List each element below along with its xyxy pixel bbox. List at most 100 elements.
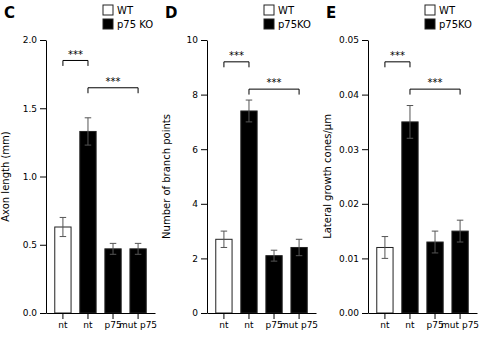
y-tick: 0.0 — [23, 308, 46, 318]
y-tick-mark — [40, 108, 46, 109]
panel: 0.000.010.020.030.040.05ntntp75mut p75La… — [322, 4, 479, 330]
x-tick: nt — [405, 313, 415, 330]
x-tick-label: nt — [58, 320, 68, 330]
y-tick-label: 0.00 — [339, 308, 359, 318]
error-bar-line — [246, 100, 253, 101]
y-tick-label: 0.03 — [339, 145, 359, 155]
y-tick: 0.01 — [339, 254, 368, 264]
x-tick-label: mut p75 — [441, 320, 479, 330]
error-bar-line — [457, 220, 464, 221]
y-tick-mark — [40, 40, 46, 41]
bar — [105, 249, 121, 313]
error-bar-line — [382, 258, 389, 259]
y-tick-label: 6 — [192, 145, 198, 155]
legend-label: p75 KO — [117, 19, 153, 30]
error-bar — [85, 118, 92, 145]
x-tick-label: nt — [83, 320, 93, 330]
y-axis-title: Axon length (mm) — [0, 131, 11, 222]
panel-title: C — [4, 4, 15, 22]
y-tick-mark — [362, 204, 368, 205]
y-tick-mark — [201, 95, 207, 96]
legend-item: WT — [425, 5, 456, 16]
y-tick-label: 0.02 — [339, 199, 359, 209]
error-bar — [432, 231, 439, 253]
bar — [402, 122, 418, 313]
plot-area: 0.00.51.01.52.0ntntp75mut p75Axon length… — [0, 35, 157, 330]
error-bar-line — [60, 217, 67, 218]
y-tick-label: 8 — [192, 90, 198, 100]
y-tick-mark — [362, 258, 368, 259]
error-bar-line — [246, 121, 253, 122]
y-tick-label: 10 — [187, 35, 199, 45]
error-bar-line — [248, 100, 249, 122]
significance-label: *** — [106, 76, 121, 87]
x-tick-mark — [223, 313, 224, 319]
error-bar-line — [407, 138, 414, 139]
error-bar-line — [110, 243, 117, 244]
legend: WT p75KO — [264, 5, 311, 30]
bar — [130, 249, 146, 313]
y-tick-mark — [362, 313, 368, 314]
bar — [266, 256, 282, 313]
significance-label: *** — [68, 49, 83, 60]
y-tick: 6 — [192, 145, 207, 155]
error-bar-line — [60, 236, 67, 237]
error-bar-line — [221, 231, 228, 232]
y-tick: 1.0 — [23, 172, 46, 182]
error-bar-line — [110, 254, 117, 255]
error-bar-line — [382, 236, 389, 237]
legend-label: WT — [117, 5, 134, 16]
y-tick-label: 2 — [192, 254, 198, 264]
error-bar-line — [221, 247, 228, 248]
error-bar — [382, 237, 389, 259]
legend-item: p75KO — [425, 19, 472, 30]
y-tick-mark — [201, 204, 207, 205]
x-tick: nt — [58, 313, 68, 330]
legend-swatch — [103, 5, 113, 15]
error-bar-line — [432, 252, 439, 253]
legend-item: p75KO — [264, 19, 311, 30]
y-tick-label: 0.5 — [23, 240, 37, 250]
panel-title: D — [165, 4, 177, 22]
legend-label: WT — [278, 5, 295, 16]
error-bar-line — [457, 242, 464, 243]
x-tick: mut p75 — [280, 313, 318, 330]
y-tick-label: 1.0 — [23, 172, 38, 182]
error-bar-line — [135, 243, 142, 244]
x-tick-mark — [62, 313, 63, 319]
bar — [216, 239, 232, 313]
error-bar — [60, 217, 67, 236]
x-tick-mark — [409, 313, 410, 319]
y-tick: 1.5 — [23, 104, 46, 114]
y-tick-label: 0.0 — [23, 308, 38, 318]
error-bar-line — [113, 243, 114, 254]
legend-swatch — [103, 19, 113, 29]
bar — [80, 131, 96, 313]
panel: 0.00.51.01.52.0ntntp75mut p75Axon length… — [0, 4, 157, 330]
x-tick-mark — [138, 313, 139, 319]
y-tick: 0.03 — [339, 145, 368, 155]
significance-label: *** — [390, 50, 405, 61]
error-bar-line — [223, 231, 224, 247]
error-bar-line — [135, 254, 142, 255]
y-tick: 4 — [192, 199, 207, 209]
y-tick-label: 0.01 — [339, 254, 359, 264]
error-bar-line — [271, 250, 278, 251]
legend: WT p75KO — [425, 5, 472, 30]
y-tick-mark — [201, 40, 207, 41]
y-axis-title: Number of branch points — [161, 114, 172, 239]
y-tick-mark — [362, 149, 368, 150]
x-axis: ntntp75mut p75 — [369, 313, 480, 330]
legend-label: p75KO — [278, 19, 311, 30]
x-tick-mark — [248, 313, 249, 319]
significance-bracket — [88, 88, 138, 93]
x-tick-label: nt — [244, 320, 254, 330]
x-tick-mark — [435, 313, 436, 319]
x-tick-label: nt — [219, 320, 229, 330]
error-bar-line — [460, 220, 461, 242]
x-tick-mark — [274, 313, 275, 319]
y-tick: 8 — [192, 90, 207, 100]
error-bar-line — [432, 231, 439, 232]
y-tick-mark — [201, 258, 207, 259]
legend-item: p75 KO — [103, 19, 153, 30]
